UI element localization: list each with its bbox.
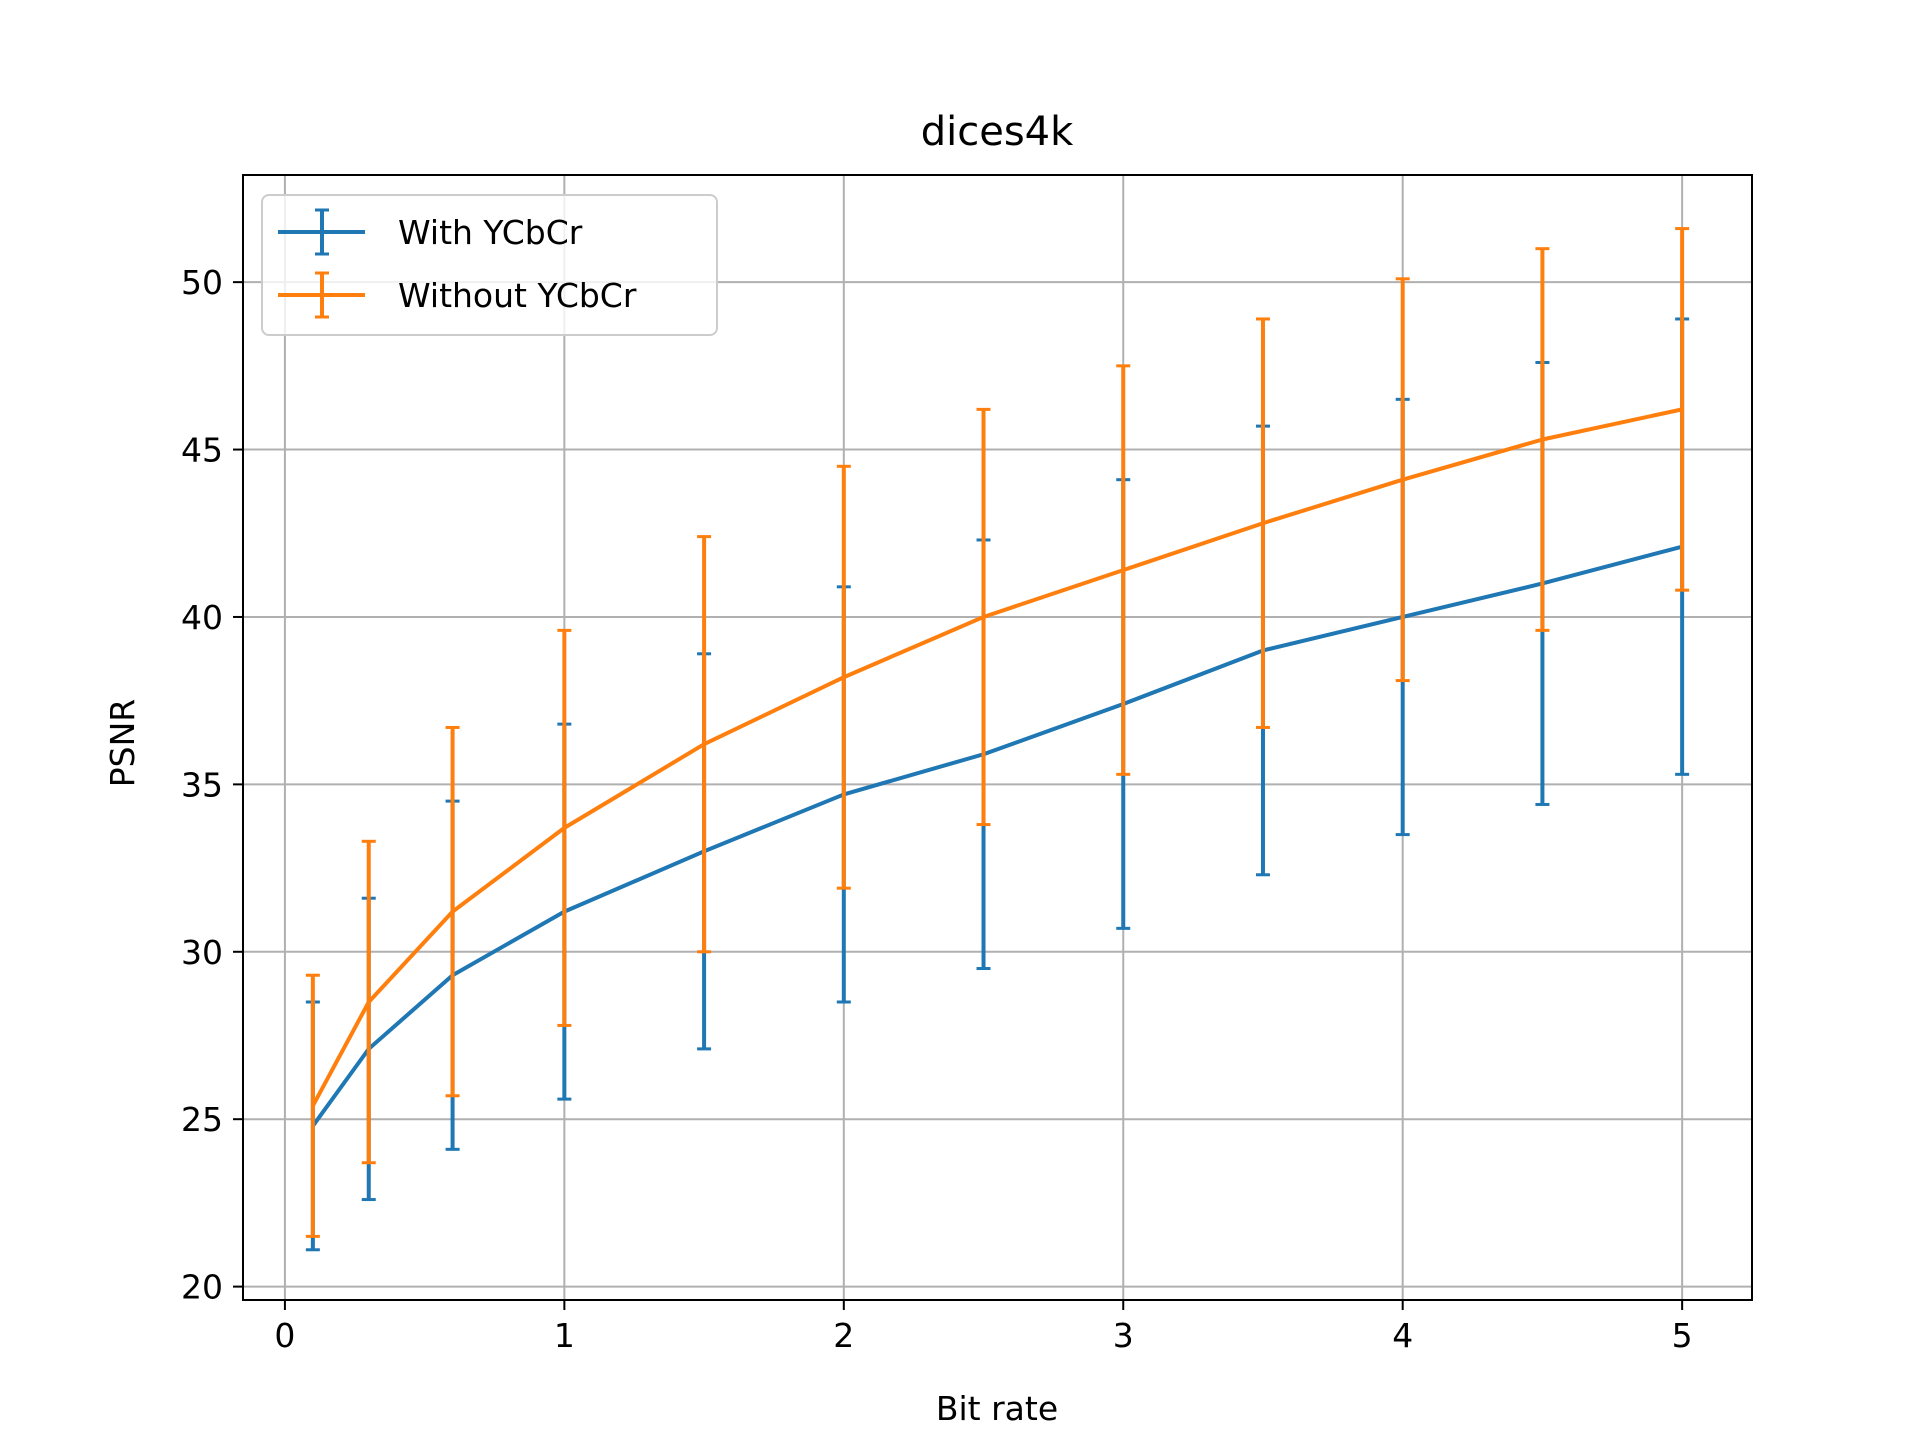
x-axis-label: Bit rate: [936, 1389, 1058, 1428]
x-tick-label: 2: [833, 1316, 854, 1355]
plot-frame: [242, 174, 1753, 1301]
x-tick-label: 3: [1113, 1316, 1134, 1355]
x-tick-label: 5: [1672, 1316, 1693, 1355]
x-tick-label: 0: [274, 1316, 295, 1355]
legend-box: [261, 194, 718, 336]
y-tick-label: 30: [181, 933, 223, 972]
y-tick-label: 35: [181, 765, 223, 804]
y-tick-label: 40: [181, 598, 223, 637]
series-layer: [305, 227, 1690, 1252]
legend-item: With YCbCr: [278, 208, 583, 256]
x-tick-label: 4: [1392, 1316, 1413, 1355]
y-axis-label: PSNR: [103, 699, 142, 787]
series-line: [311, 407, 1683, 1107]
y-tick-label: 25: [181, 1100, 223, 1139]
y-tick-label: 50: [181, 263, 223, 302]
legend-label: Without YCbCr: [398, 276, 637, 315]
legend-item: Without YCbCr: [278, 271, 637, 319]
series-line: [311, 544, 1683, 1128]
series-2: [305, 227, 1690, 1238]
y-tick-label: 45: [181, 431, 223, 470]
x-tick-label: 1: [554, 1316, 575, 1355]
legend: With YCbCr Without YCbCr: [261, 194, 718, 336]
chart-title: dices4k: [921, 109, 1074, 155]
legend-label: With YCbCr: [398, 213, 583, 252]
y-tick-label: 20: [181, 1268, 223, 1307]
